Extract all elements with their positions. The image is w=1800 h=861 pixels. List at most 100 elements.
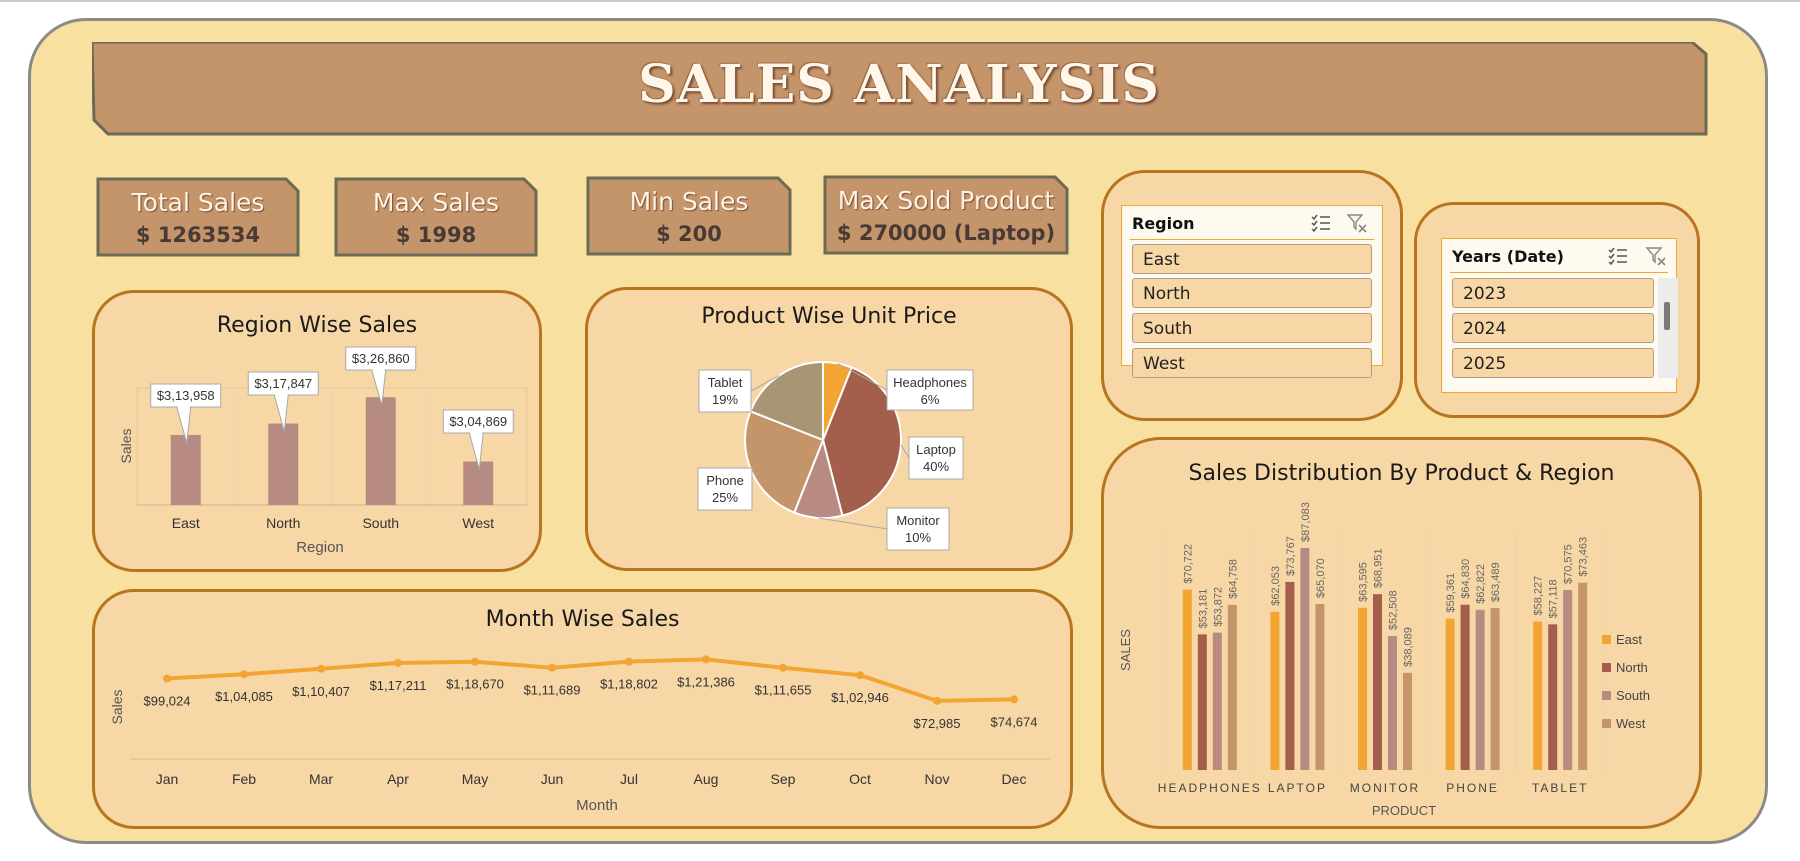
legend-label: East: [1616, 632, 1642, 647]
legend-swatch: [1602, 635, 1611, 644]
title-banner: [92, 42, 1708, 136]
month-sales-line-chart: $99,024 Jan $1,04,085 Feb $1,10,407 Mar $1,17,…: [109, 655, 1050, 814]
chart-title: Month Wise Sales: [485, 607, 680, 632]
kpi-value: $ 1263534: [135, 223, 261, 247]
data-point: [317, 664, 325, 673]
x-tick-label: Jan: [156, 771, 179, 787]
kpi-label: Max Sold Product: [837, 186, 1055, 215]
data-label-box: [698, 369, 752, 413]
top-border-line: [0, 0, 1800, 2]
bar: [1212, 632, 1222, 770]
slice-name-label: Phone: [706, 473, 744, 488]
scrollbar-thumb[interactable]: [1664, 302, 1670, 330]
data-label: $68,951: [1373, 548, 1385, 588]
slicer-scrollbar[interactable]: [1658, 278, 1678, 378]
data-label: $58,227: [1533, 576, 1545, 616]
data-label: $59,361: [1445, 573, 1457, 613]
chart-title: Sales Distribution By Product & Region: [1188, 461, 1615, 486]
data-label: $62,053: [1270, 566, 1282, 606]
data-label: $3,13,958: [157, 388, 215, 403]
slicer-item-north[interactable]: North: [1132, 278, 1372, 308]
legend-swatch: [1602, 663, 1611, 672]
data-label: $3,04,869: [449, 414, 507, 429]
data-label: $1,11,655: [755, 683, 812, 698]
data-label: $3,26,860: [352, 351, 410, 366]
bar: [1578, 582, 1588, 770]
x-tick-label: North: [266, 515, 300, 531]
x-tick-label: LAPTOP: [1268, 781, 1327, 795]
kpi-label: Total Sales: [131, 188, 265, 217]
y-axis-title: SALES: [1118, 629, 1133, 671]
bar: [1182, 589, 1192, 770]
x-axis-title: Month: [576, 797, 618, 814]
bar: [1533, 621, 1543, 770]
data-label-box: [697, 467, 753, 511]
kpi-min-sales: Min Sales $ 200: [586, 176, 792, 256]
data-label: $1,04,085: [215, 689, 273, 704]
slice-name-label: Laptop: [916, 442, 956, 457]
clear-filter-icon[interactable]: [1346, 212, 1368, 234]
product-price-panel: Product Wise Unit Price Headphones 6% Lapt…: [585, 287, 1073, 571]
multi-select-icon[interactable]: [1607, 245, 1629, 267]
pie-slice: [749, 360, 824, 442]
bar: [1403, 672, 1412, 770]
bar: [1475, 609, 1485, 770]
data-label: $1,18,802: [600, 677, 658, 692]
kpi-label: Min Sales: [629, 187, 749, 216]
bar: [1227, 604, 1237, 770]
data-label: $1,11,689: [524, 683, 581, 698]
legend-label: North: [1616, 660, 1648, 675]
slicer-item-south[interactable]: South: [1132, 313, 1372, 343]
callout-pointer: [176, 406, 192, 444]
year-slicer-panel: Years (Date) 2023 2024 2025: [1414, 202, 1700, 418]
kpi-value: $ 270000 (Laptop): [836, 221, 1056, 245]
slicer-divider: [1450, 272, 1668, 273]
bar: [1490, 608, 1500, 770]
slicer-item-west[interactable]: West: [1132, 348, 1372, 378]
slicer-item-2025[interactable]: 2025: [1452, 348, 1654, 378]
slice-name-label: Tablet: [708, 375, 743, 390]
data-label: $52,508: [1388, 590, 1400, 630]
x-tick-label: East: [172, 515, 200, 531]
chart-title: Product Wise Unit Price: [701, 304, 957, 329]
data-label: $73,463: [1578, 537, 1590, 577]
data-label: $70,575: [1563, 544, 1575, 584]
slicer-item-2024[interactable]: 2024: [1452, 313, 1654, 343]
x-tick-label: Jul: [620, 771, 638, 787]
x-tick-label: Oct: [849, 771, 871, 787]
x-tick-label: PHONE: [1446, 781, 1499, 795]
data-point: [702, 655, 710, 664]
clear-filter-icon[interactable]: [1645, 245, 1667, 267]
data-point: [856, 671, 864, 680]
bar: [365, 397, 396, 505]
leader-line: [818, 517, 888, 530]
slicer-item-east[interactable]: East: [1132, 244, 1372, 274]
bar: [170, 434, 201, 505]
page-title: SALES ANALYSIS: [638, 54, 1160, 115]
slice-percent-label: 19%: [712, 392, 738, 407]
data-label: $1,17,211: [370, 678, 427, 693]
slice-percent-label: 25%: [712, 490, 738, 505]
x-tick-label: South: [362, 515, 399, 531]
data-label: $38,089: [1403, 627, 1415, 667]
bar: [1563, 590, 1573, 770]
bar: [1388, 636, 1397, 770]
bar: [1548, 624, 1558, 770]
bar: [1445, 618, 1455, 770]
bar: [1358, 607, 1367, 770]
slicer-header: Years (Date): [1452, 247, 1564, 266]
kpi-total-sales: Total Sales $ 1263534: [96, 177, 300, 257]
data-label: $57,118: [1548, 579, 1560, 618]
data-label: $70,722: [1182, 544, 1194, 584]
slice-percent-label: 10%: [905, 530, 931, 545]
multi-select-icon[interactable]: [1310, 212, 1332, 234]
data-point: [625, 657, 633, 666]
kpi-max-sold-product: Max Sold Product $ 270000 (Laptop): [823, 175, 1069, 255]
kpi-max-sales: Max Sales $ 1998: [334, 177, 538, 257]
slice-name-label: Headphones: [893, 375, 967, 390]
legend-swatch: [1602, 691, 1611, 700]
data-label: $74,674: [991, 714, 1038, 729]
data-label: $53,181: [1197, 589, 1209, 629]
y-axis-title: Sales: [118, 428, 134, 463]
slicer-item-2023[interactable]: 2023: [1452, 278, 1654, 308]
